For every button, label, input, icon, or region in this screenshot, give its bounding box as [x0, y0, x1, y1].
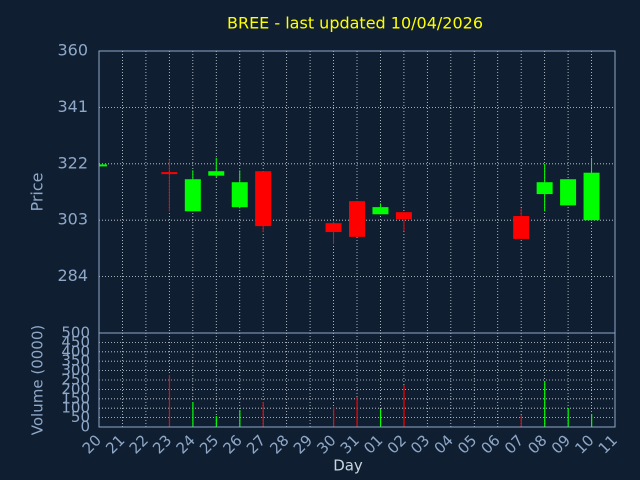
- volume-bar: [262, 401, 264, 427]
- candle-body: [560, 179, 577, 206]
- volume-bar: [239, 410, 241, 427]
- y-tick-label: 341: [57, 97, 88, 116]
- y-axis-label: Price: [28, 172, 47, 211]
- candle-body: [184, 179, 201, 212]
- volume-bar: [379, 408, 382, 427]
- y-tick-label: 284: [57, 266, 88, 285]
- volume-tick-label: 100: [61, 399, 90, 417]
- candle-body: [161, 172, 178, 175]
- chart-title: BREE - last updated 10/04/2026: [227, 14, 483, 33]
- volume-plot: [99, 333, 615, 427]
- volume-bar: [544, 380, 546, 427]
- volume-axis-label: Volume (0000): [29, 325, 47, 435]
- x-axis-label: Day: [333, 457, 363, 475]
- y-tick-label: 322: [57, 153, 88, 172]
- candle-body: [99, 164, 107, 167]
- volume-tick-label: 250: [61, 371, 90, 389]
- candle-body: [513, 216, 530, 239]
- plot-frame: [98, 50, 616, 428]
- volume-bar: [403, 385, 405, 427]
- candle-body: [325, 223, 342, 233]
- volume-bar: [567, 408, 569, 427]
- volume-tick-label: 450: [61, 333, 90, 351]
- candle-body: [372, 207, 389, 215]
- candle-body: [583, 172, 600, 221]
- volume-tick-label: 350: [61, 352, 90, 370]
- volume-bar: [168, 374, 171, 427]
- y-tick-label: 303: [57, 210, 88, 229]
- volume-tick-label: 400: [61, 342, 90, 360]
- candle-body: [395, 212, 412, 220]
- candle-body: [349, 201, 365, 237]
- candle-body: [208, 171, 225, 176]
- volume-bar: [356, 396, 358, 427]
- volume-tick-label: 500: [61, 324, 90, 342]
- volume-bar: [591, 414, 593, 427]
- volume-tick-label: 150: [61, 389, 90, 407]
- volume-tick-label: 50: [71, 408, 90, 426]
- price-plot: [99, 51, 615, 333]
- y-tick-label: 360: [57, 41, 88, 60]
- volume-tick-label: 0: [80, 418, 90, 436]
- volume-tick-label: 300: [61, 361, 90, 379]
- volume-bar: [192, 401, 194, 427]
- volume-tick-label: 200: [61, 380, 90, 398]
- candle-body: [536, 182, 553, 195]
- volume-bar: [520, 414, 522, 427]
- volume-bar: [215, 416, 217, 427]
- candle-body: [255, 171, 272, 227]
- candle-body: [231, 182, 248, 208]
- volume-bar: [333, 407, 335, 427]
